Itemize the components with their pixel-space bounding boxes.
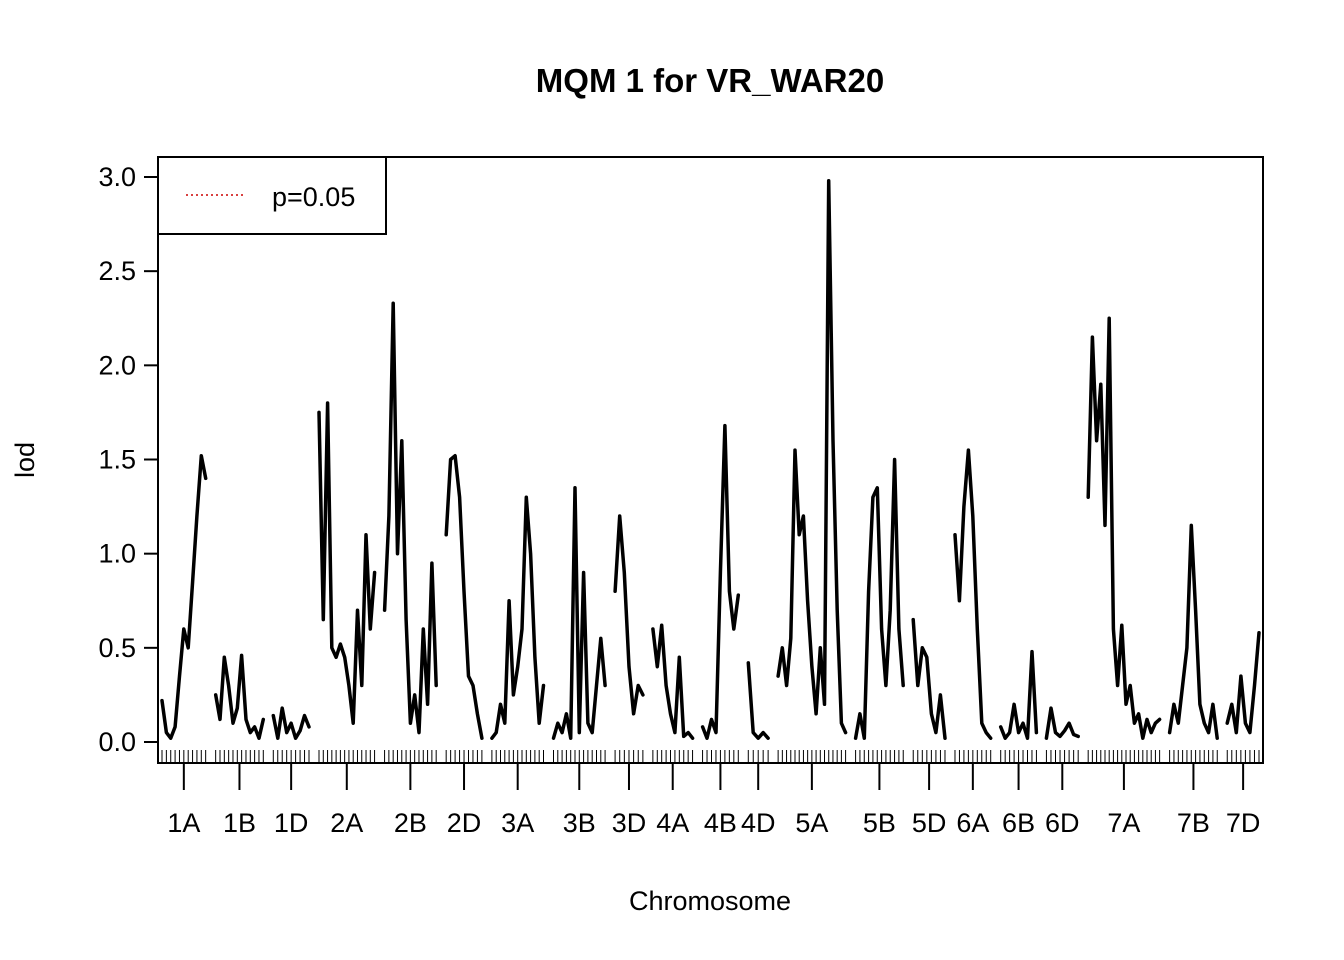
x-tick-label: 3A (501, 808, 534, 838)
plot-frame (157, 156, 1264, 764)
lod-series-6D (1044, 706, 1080, 740)
lod-series-4D (746, 661, 770, 740)
x-tick-label: 6A (956, 808, 989, 838)
x-tick-label: 6B (1002, 808, 1035, 838)
y-tick-label: 3.0 (98, 162, 136, 192)
x-tick-label: 4B (704, 808, 737, 838)
lod-series-3D (613, 514, 645, 716)
y-tick-label: 0.5 (98, 633, 136, 663)
y-tick-label: 0.0 (98, 727, 136, 757)
x-tick-label: 5D (912, 808, 947, 838)
x-axis-label: Chromosome (629, 886, 791, 916)
x-tick-label: 7A (1107, 808, 1140, 838)
chart-title: MQM 1 for VR_WAR20 (536, 62, 884, 99)
y-axis: 0.0 0.5 1.0 1.5 2.0 2.5 3.0 (98, 162, 158, 757)
lod-series-2A (317, 401, 377, 725)
lod-series-1A (160, 453, 208, 740)
y-tick-label: 2.0 (98, 350, 136, 380)
x-tick-label: 2D (447, 808, 482, 838)
lod-series-1B (213, 653, 266, 740)
legend-label: p=0.05 (272, 182, 355, 212)
x-tick-label: 3D (612, 808, 647, 838)
x-tick-label: 4D (741, 808, 776, 838)
lod-profile (160, 179, 1261, 740)
x-tick-label: 1A (167, 808, 200, 838)
x-tick-label: 3B (563, 808, 596, 838)
lod-series-4A (651, 623, 695, 740)
y-tick-label: 2.5 (98, 256, 136, 286)
lod-series-2B (382, 301, 438, 735)
x-tick-label: 5B (863, 808, 896, 838)
lod-series-4B (700, 423, 741, 740)
lod-series-7B (1167, 523, 1219, 740)
x-tick-label: 5A (795, 808, 828, 838)
x-tick-label: 4A (656, 808, 689, 838)
lod-series-3A (490, 495, 546, 740)
lod-series-7D (1225, 631, 1261, 735)
marker-rug (161, 750, 1260, 763)
lod-series-7A (1086, 316, 1162, 740)
legend-box (157, 156, 387, 235)
lod-series-2D (444, 453, 484, 740)
lod-series-5D (911, 617, 947, 740)
y-axis-label: lod (10, 442, 40, 478)
x-axis: 1A 1B 1D 2A 2B 2D 3A 3B 3D 4A 4B 4D 5A 5B 5D 6A 6B 6D 7A 7B… (167, 763, 1260, 838)
x-tick-label: 7D (1226, 808, 1261, 838)
x-tick-label: 2B (394, 808, 427, 838)
x-tick-label: 7B (1177, 808, 1210, 838)
lod-series-6B (998, 649, 1039, 740)
x-tick-label: 2A (330, 808, 363, 838)
x-tick-label: 6D (1045, 808, 1080, 838)
lod-series-3B (551, 486, 607, 740)
y-tick-label: 1.0 (98, 539, 136, 569)
x-tick-label: 1D (274, 808, 309, 838)
y-tick-label: 1.5 (98, 445, 136, 475)
legend: p=0.05 (157, 156, 387, 235)
lod-series-6A (953, 448, 993, 740)
lod-series-5A (776, 179, 848, 735)
lod-series-5B (853, 457, 905, 740)
x-tick-label: 1B (223, 808, 256, 838)
lod-series-1D (271, 706, 311, 740)
